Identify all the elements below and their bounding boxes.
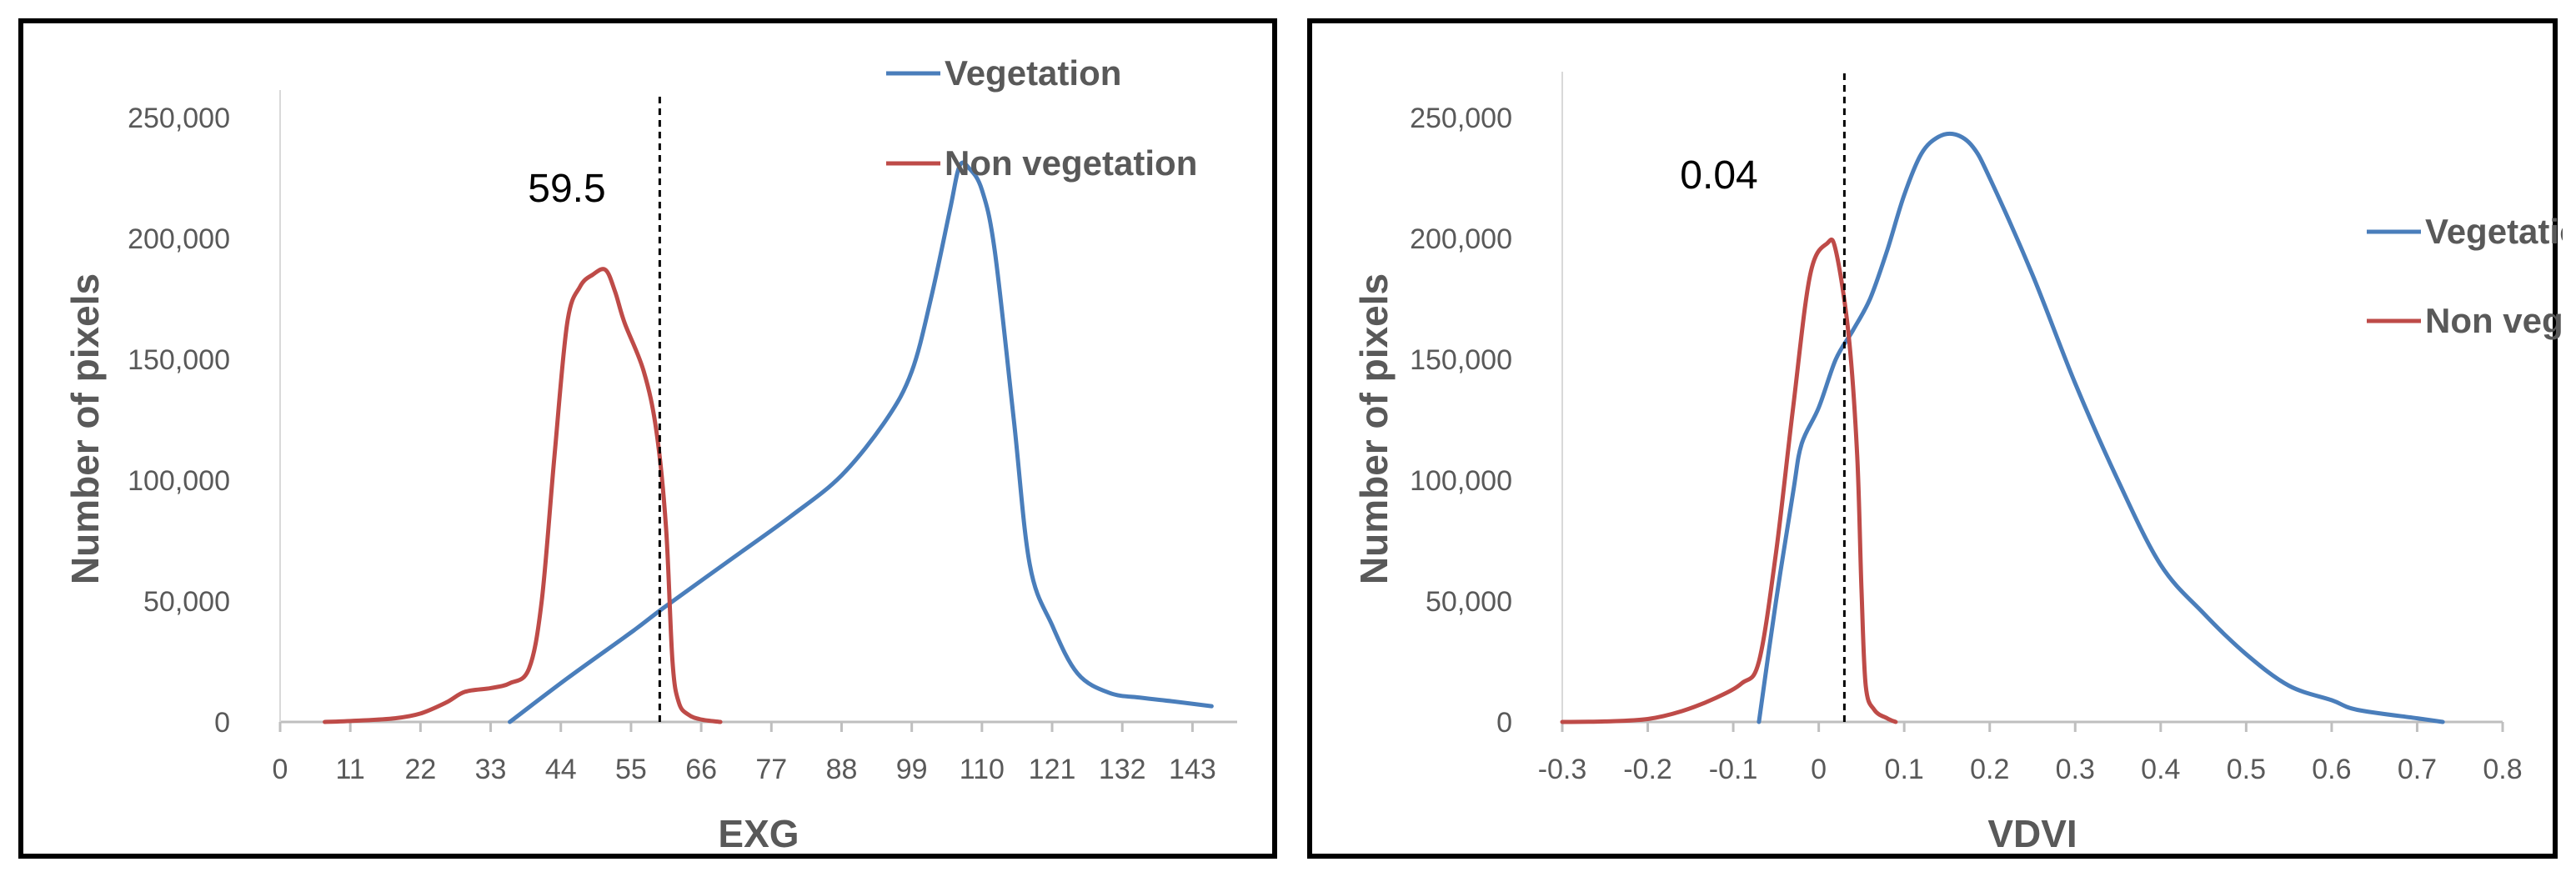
x-tick-label: 0.1 [1885,754,1924,785]
series-line-vegetation [508,160,1214,724]
series-line-non-vegetation [323,267,723,724]
x-tick-label: 110 [960,754,1005,785]
x-tick-label: -0.3 [1538,754,1587,785]
series-line-non-vegetation [1560,237,1898,724]
x-tick-label: 0 [1811,754,1827,785]
y-tick-label: 50,000 [143,586,230,618]
threshold-label: 59.5 [528,167,605,211]
exg-chart: 0 11 22 33 44 55 66 77 88 99 110 121 132 143 0 50,000 10… [63,53,1237,855]
legend-label: Vegetation [2425,212,2563,251]
y-tick-label: 150,000 [128,344,230,376]
x-tick-label: -0.1 [1709,754,1758,785]
x-tick-label: 33 [475,754,507,785]
x-tick-label: 22 [404,754,436,785]
y-axis-title: Number of pixels [1352,273,1396,584]
series-line-vegetation [1757,131,2445,724]
x-tick-label: 143 [1169,754,1216,785]
x-tick-label: 0.5 [2227,754,2266,785]
x-tick-label: 99 [896,754,928,785]
y-tick-label: 0 [1496,707,1512,739]
x-tick-label: 0.3 [2056,754,2095,785]
y-tick-label: 0 [214,707,230,739]
y-tick-label: 250,000 [1410,103,1512,134]
x-tick-label: 0.8 [2483,754,2522,785]
y-tick-label: 150,000 [1410,344,1512,376]
x-tick-label: 121 [1029,754,1076,785]
y-tick-label: 200,000 [1410,223,1512,255]
chart-panel-vdvi: -0.3 -0.2 -0.1 0 0.1 0.2 0.3 0.4 0.5 0.6 0.7 0.8 0 50… [1307,18,2563,859]
x-tick-label: 0.2 [1970,754,2009,785]
legend-label: Non vegetation [945,143,1197,183]
chart-panel-exg: 0 11 22 33 44 55 66 77 88 99 110 121 132 143 0 50,000 10… [18,18,1277,859]
x-axis-title: EXG [718,812,799,855]
x-tick-label: -0.2 [1623,754,1672,785]
x-tick-label: 88 [826,754,858,785]
x-tick-label: 132 [1099,754,1146,785]
x-tick-label: 0.4 [2141,754,2180,785]
x-tick-label: 0.7 [2398,754,2437,785]
x-tick-label: 44 [545,754,577,785]
x-tick-label: 0 [273,754,288,785]
x-axis-title: VDVI [1987,812,2077,855]
y-tick-label: 100,000 [1410,465,1512,497]
y-axis-title: Number of pixels [63,273,107,584]
y-tick-label: 250,000 [128,103,230,134]
x-tick-label: 55 [615,754,647,785]
x-tick-label: 11 [336,754,365,785]
legend-label: Vegetation [945,53,1121,93]
x-tick-label: 66 [685,754,717,785]
y-tick-label: 100,000 [128,465,230,497]
vdvi-chart: -0.3 -0.2 -0.1 0 0.1 0.2 0.3 0.4 0.5 0.6 0.7 0.8 0 50… [1352,72,2563,855]
legend-label: Non vegetation [2425,301,2563,340]
y-tick-label: 50,000 [1426,586,1512,618]
x-tick-label: 77 [755,754,787,785]
y-tick-label: 200,000 [128,223,230,255]
x-tick-label: 0.6 [2312,754,2351,785]
threshold-label: 0.04 [1680,153,1757,198]
